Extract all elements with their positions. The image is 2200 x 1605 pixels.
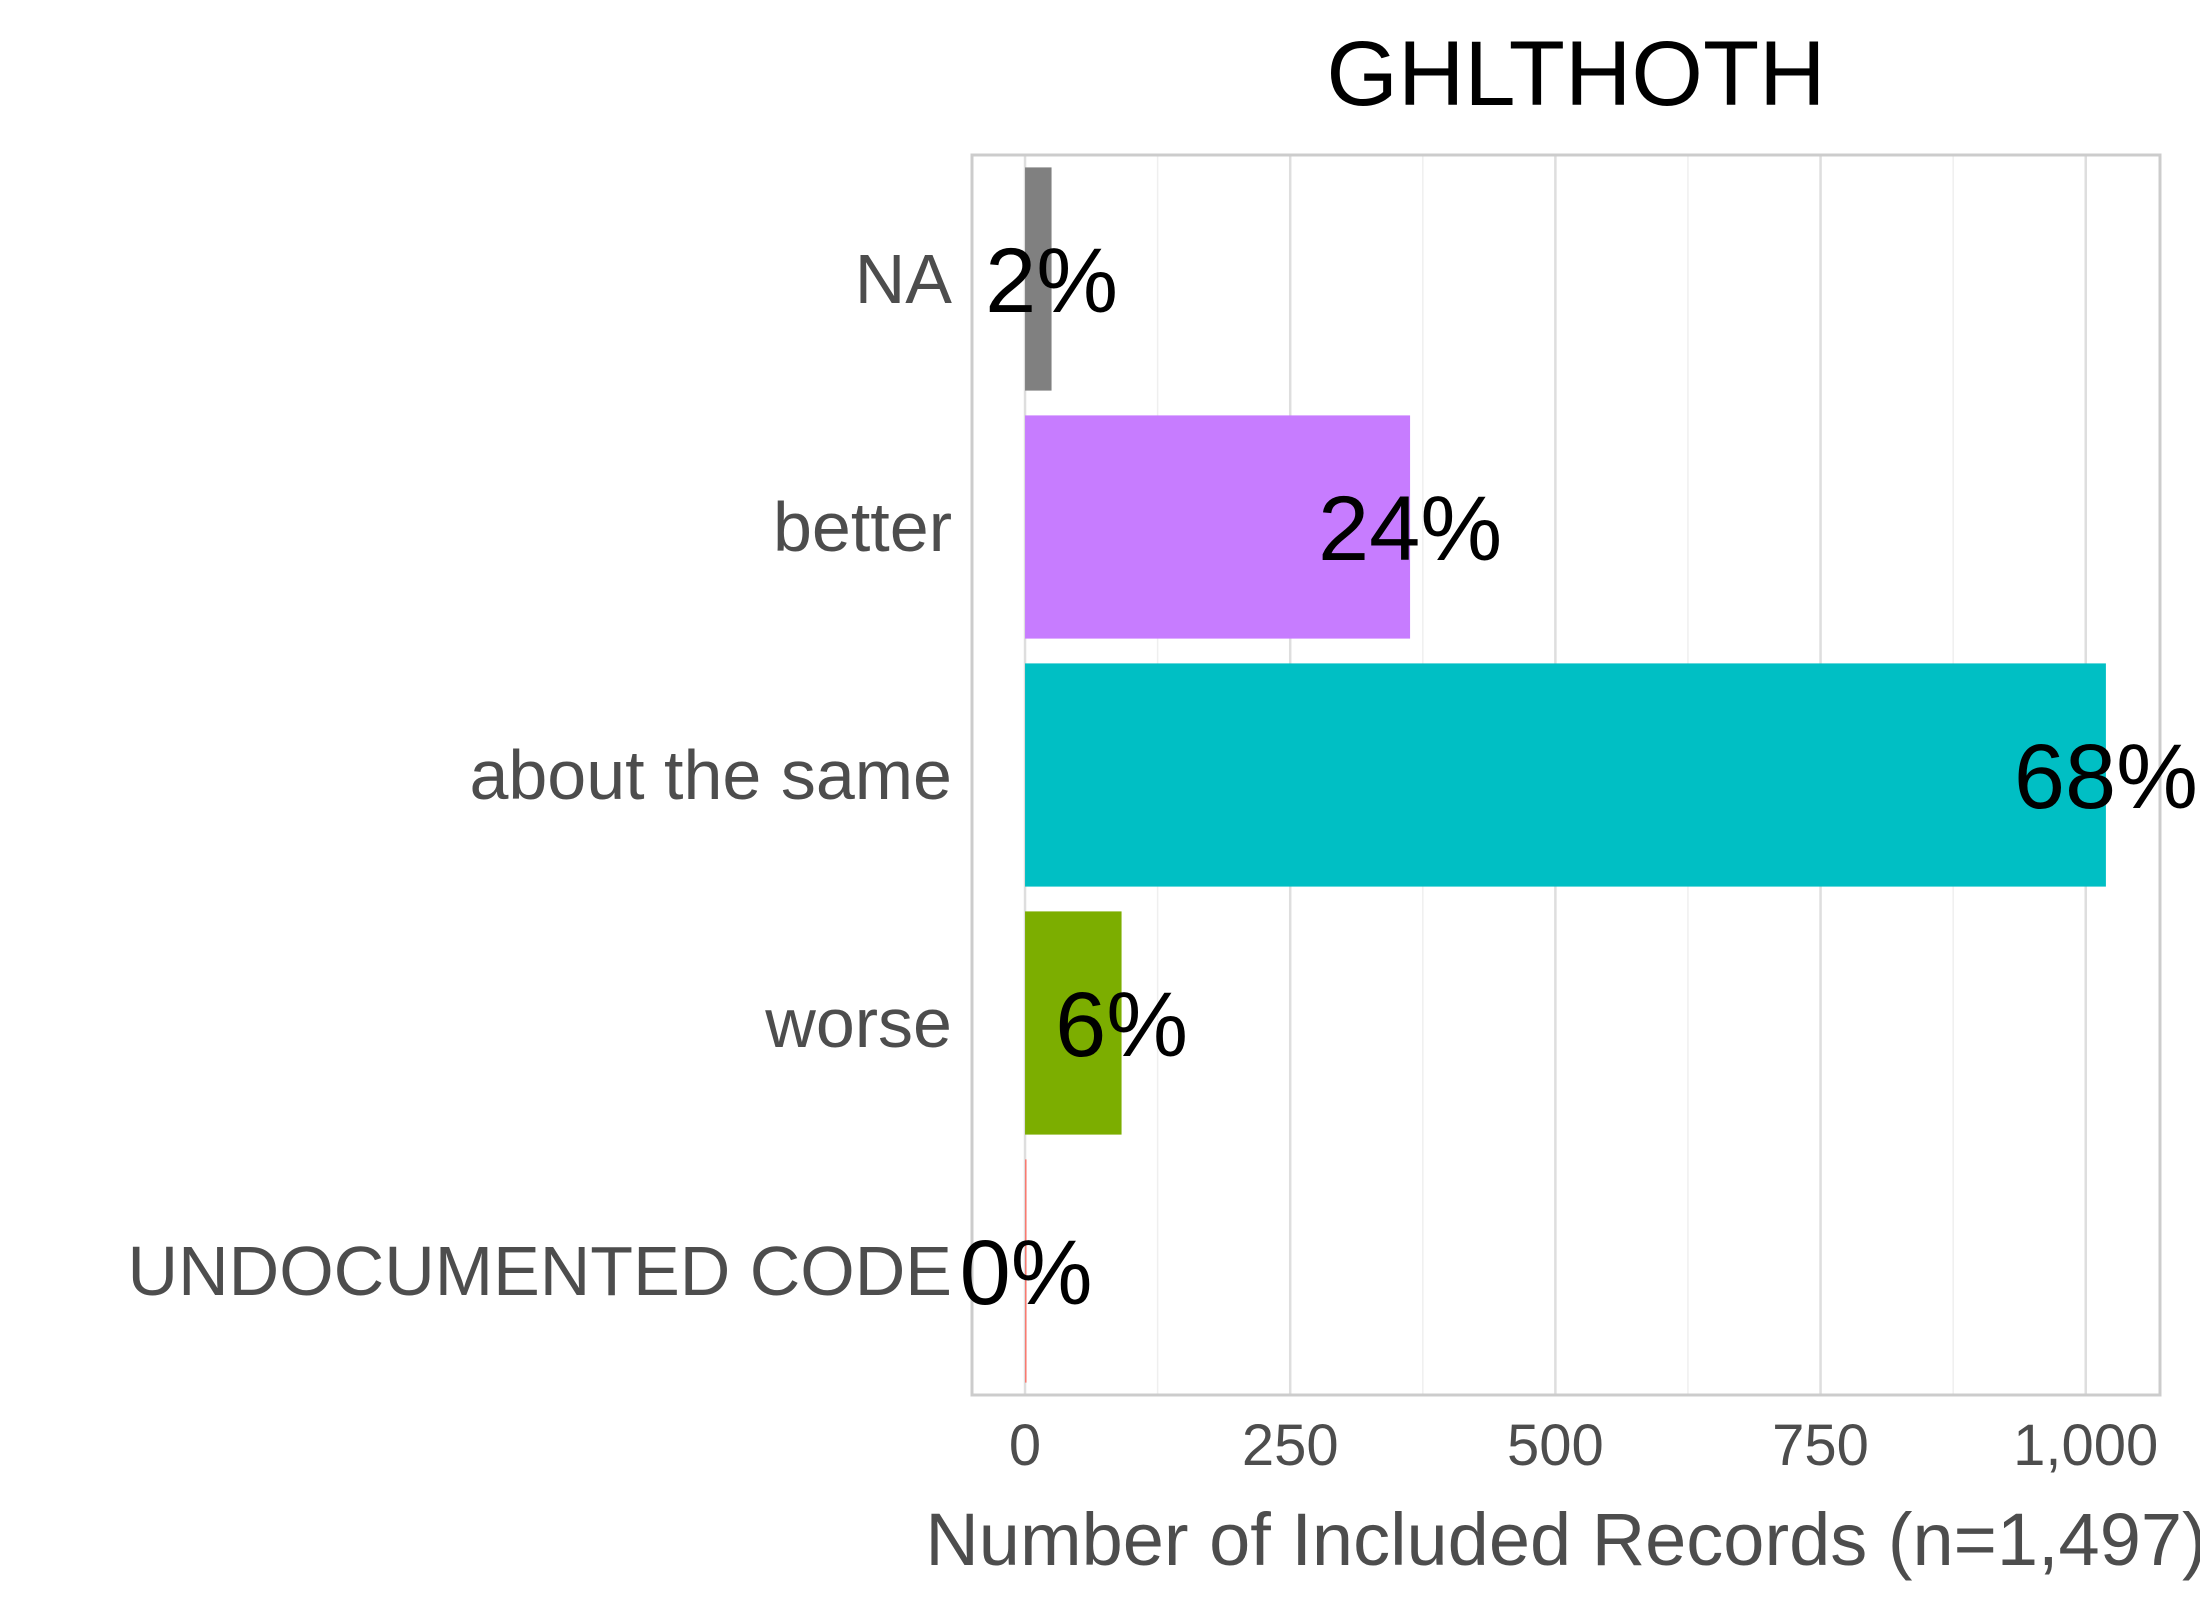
category-label-better: better: [773, 488, 952, 566]
bar-na: [1025, 167, 1052, 391]
data-label-undocumented-code: 0%: [960, 1222, 1093, 1324]
x-tick-label: 750: [1772, 1413, 1869, 1478]
x-tick-label: 1,000: [2013, 1413, 2158, 1478]
category-label-undocumented-code: UNDOCUMENTED CODE: [128, 1232, 952, 1310]
bar-better: [1025, 415, 1411, 639]
category-label-about-the-same: about the same: [469, 736, 952, 814]
category-labels: NA better about the same worse UNDOCUMENTED …: [128, 240, 953, 1310]
plot-panel-border: [970, 153, 2162, 1397]
data-labels: 2% 24% 68% 6% 0%: [960, 230, 2198, 1324]
data-label-worse: 6%: [1055, 974, 1188, 1076]
bars: [1025, 167, 2106, 1383]
bar-about-the-same: [1025, 663, 2106, 887]
data-label-na: 2%: [985, 230, 1118, 332]
data-label-about-the-same: 68%: [2014, 726, 2198, 828]
data-label-better: 24%: [1318, 478, 1502, 580]
x-tick-label: 250: [1242, 1413, 1339, 1478]
bar-worse: [1025, 911, 1122, 1135]
x-tick-label: 0: [1009, 1413, 1041, 1478]
bar-undocumented-code: [1025, 1159, 1027, 1383]
x-axis-title: Number of Included Records (n=1,497): [925, 1498, 2200, 1581]
x-tick-labels: 0 250 500 750 1,000: [1009, 1413, 2158, 1478]
chart-title: GHLTHOTH: [1326, 23, 1825, 125]
x-tick-label: 500: [1507, 1413, 1604, 1478]
category-label-na: NA: [855, 240, 953, 318]
category-label-worse: worse: [764, 984, 952, 1062]
